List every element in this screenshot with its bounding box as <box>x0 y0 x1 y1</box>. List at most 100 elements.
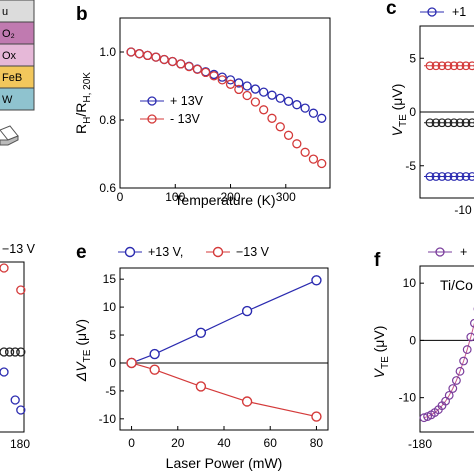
panel-b-point <box>142 50 153 61</box>
stack-layer-label: O₂ <box>2 28 15 40</box>
panel-b-legend: + 13V - 13V <box>140 94 204 126</box>
panel-e-xlabel: Laser Power (mW) <box>166 455 283 471</box>
panel-c-point <box>461 61 471 71</box>
stack-layer-label: Ox <box>2 50 17 62</box>
panel-b-point <box>217 75 227 85</box>
panel-f-point <box>466 332 474 342</box>
panel-d-point <box>4 347 15 357</box>
panel-c-point <box>455 172 465 181</box>
panel-c-ytick-label: -5 <box>405 159 416 173</box>
panel-f-point <box>462 345 472 354</box>
panel-e-point <box>195 327 207 338</box>
panel-c-point <box>467 118 474 128</box>
panel-c-chart: -5 0 5 VTE (μV) -10 +1 <box>389 5 474 217</box>
panel-f-legend-text: + <box>460 245 467 259</box>
panel-b-point <box>259 105 269 115</box>
panel-e-point <box>311 275 322 286</box>
panel-c-point <box>461 118 471 128</box>
panel-d-legend-text: −13 V <box>2 242 36 256</box>
panel-e-ytick-label: 5 <box>109 328 116 342</box>
panel-d-point <box>16 405 26 415</box>
panel-f-frame <box>419 265 474 433</box>
panel-f-point <box>448 384 458 393</box>
panel-d-point <box>0 367 9 377</box>
panel-f-point <box>470 318 474 328</box>
panel-c-point <box>431 172 441 181</box>
panel-b-point <box>134 49 144 59</box>
panel-e-point <box>195 381 207 392</box>
panel-e-ytick-label: 0 <box>109 356 116 370</box>
panel-b-point <box>275 122 285 132</box>
panel-f-ytick-label: -10 <box>399 391 417 405</box>
panel-b-point <box>242 90 252 101</box>
panel-c-point <box>425 172 435 181</box>
panel-d-point <box>0 347 9 357</box>
legend-marker-plus13 <box>147 96 157 106</box>
panel-b-point <box>317 113 327 123</box>
panel-e-ylabel: ΔVTE (μV) <box>73 319 93 382</box>
panel-b-point <box>292 139 302 149</box>
panel-f-point <box>444 390 454 400</box>
panel-c-point <box>467 172 474 181</box>
panel-b-point <box>176 59 186 69</box>
panel-f-point <box>455 366 465 376</box>
stack-layer <box>0 87 35 111</box>
panel-b-xtick-label: 100 <box>165 190 185 204</box>
panel-b-point <box>308 108 319 118</box>
panel-e-legend: +13 V, −13 V <box>118 245 270 259</box>
panel-e-xtick-label: 20 <box>171 436 185 450</box>
panel-c-legend-marker <box>427 7 437 17</box>
panel-e-point <box>241 396 253 407</box>
panel-d-point <box>10 347 20 357</box>
panel-b-point <box>283 130 294 140</box>
panel-e-xtick-label: 60 <box>264 436 278 450</box>
panel-f-ytick-label: 10 <box>403 276 417 290</box>
panel-d-chart: −13 V 180 <box>0 242 36 451</box>
panel-e-ytick-label: 15 <box>103 272 117 286</box>
panel-c-point <box>425 118 435 128</box>
panel-f-point <box>419 413 429 423</box>
panel-e-point <box>149 364 160 375</box>
panel-d-point <box>16 285 26 295</box>
panel-b-point <box>201 67 211 78</box>
stack-layer-label: W <box>2 94 13 106</box>
panel-letter-f: f <box>374 250 381 271</box>
panel-b-point <box>167 56 178 67</box>
panel-c-point <box>455 61 465 71</box>
stack-layer-label: u <box>2 6 8 18</box>
panel-e-ytick-label: -10 <box>99 412 117 426</box>
panel-letter-b: b <box>76 4 88 25</box>
panel-c-point <box>443 118 453 128</box>
panel-f-point <box>459 356 469 366</box>
panel-e-legend-marker-minus <box>212 246 224 258</box>
panel-b-ytick-label: 0.8 <box>99 113 116 127</box>
layer-stack: u O₂ Ox FeB W <box>0 0 35 111</box>
panel-e-series-line <box>131 279 317 364</box>
panel-c-point <box>437 172 447 181</box>
panel-b-point <box>234 84 244 95</box>
panel-e-legend-plus13: +13 V, <box>148 245 183 259</box>
panel-e-chart: 0 20 40 60 80 -10 -5 0 5 10 15 Laser Power (mW) ΔV… <box>73 245 329 471</box>
panel-c-point <box>437 61 447 71</box>
panel-c-point <box>431 118 441 128</box>
panel-f-chart: -10 0 10 VTE (μV) Ti/Co -180 + <box>371 245 474 451</box>
panel-f-annotation: Ti/Co <box>440 277 473 293</box>
panel-b-point <box>317 158 327 169</box>
panel-b-ytick-label: 1.0 <box>99 45 116 59</box>
panel-e-legend-minus13: −13 V <box>236 245 270 259</box>
panel-b-xtick-label: 200 <box>221 190 241 204</box>
panel-c-point <box>449 172 459 181</box>
panel-b-xtick-label: 300 <box>276 190 296 204</box>
panel-f-ylabel: VTE (μV) <box>371 326 391 379</box>
panel-e-frame <box>119 267 329 431</box>
panel-f-ytick-label: 0 <box>409 333 416 347</box>
panel-d-frame <box>0 261 25 433</box>
device-sketch <box>0 125 19 146</box>
panel-c-legend: +1 <box>420 5 466 19</box>
panel-e-xtick-label: 80 <box>310 436 324 450</box>
panel-d-point <box>16 347 26 357</box>
panel-d-point <box>10 395 20 405</box>
panel-e-xtick-label: 40 <box>217 436 231 450</box>
panel-e-xtick-label: 0 <box>128 436 135 450</box>
panel-b-point <box>192 64 203 74</box>
